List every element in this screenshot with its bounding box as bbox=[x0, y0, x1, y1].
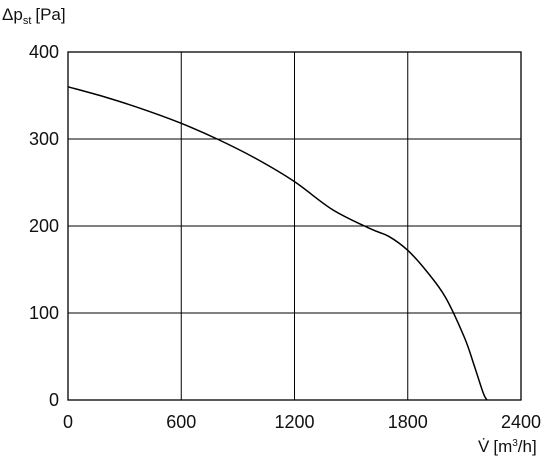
y-tick-label: 200 bbox=[29, 216, 59, 236]
y-tick-label: 400 bbox=[29, 42, 59, 62]
series-layer bbox=[67, 86, 488, 401]
x-tick-label: 0 bbox=[63, 412, 73, 432]
x-tick-label: 600 bbox=[166, 412, 196, 432]
x-tick-label: 2400 bbox=[501, 412, 541, 432]
series-line-0 bbox=[67, 86, 488, 401]
x-axis-unit-pre: [m bbox=[493, 437, 512, 456]
grid-lines bbox=[68, 52, 521, 400]
x-tick-label: 1200 bbox=[274, 412, 314, 432]
y-tick-label: 300 bbox=[29, 129, 59, 149]
x-axis-unit-sup: 3 bbox=[512, 438, 518, 449]
y-axis-ticks: 0 100 200 300 400 bbox=[29, 42, 59, 410]
plot-area-frame bbox=[67, 51, 522, 401]
y-axis-subscript: st bbox=[23, 15, 32, 27]
y-axis-symbol: Δp bbox=[2, 5, 23, 24]
y-axis-title: Δpst [Pa] bbox=[2, 5, 66, 27]
x-axis-title: V̇ [m3/h] bbox=[478, 437, 537, 456]
y-axis-unit: [Pa] bbox=[35, 5, 65, 24]
x-axis-symbol: V̇ bbox=[478, 437, 490, 456]
y-tick-label: 100 bbox=[29, 303, 59, 323]
x-tick-label: 1800 bbox=[388, 412, 428, 432]
x-axis-ticks: 0 600 1200 1800 2400 bbox=[63, 412, 541, 432]
y-tick-label: 0 bbox=[49, 390, 59, 410]
x-axis-unit-post: /h] bbox=[518, 437, 537, 456]
